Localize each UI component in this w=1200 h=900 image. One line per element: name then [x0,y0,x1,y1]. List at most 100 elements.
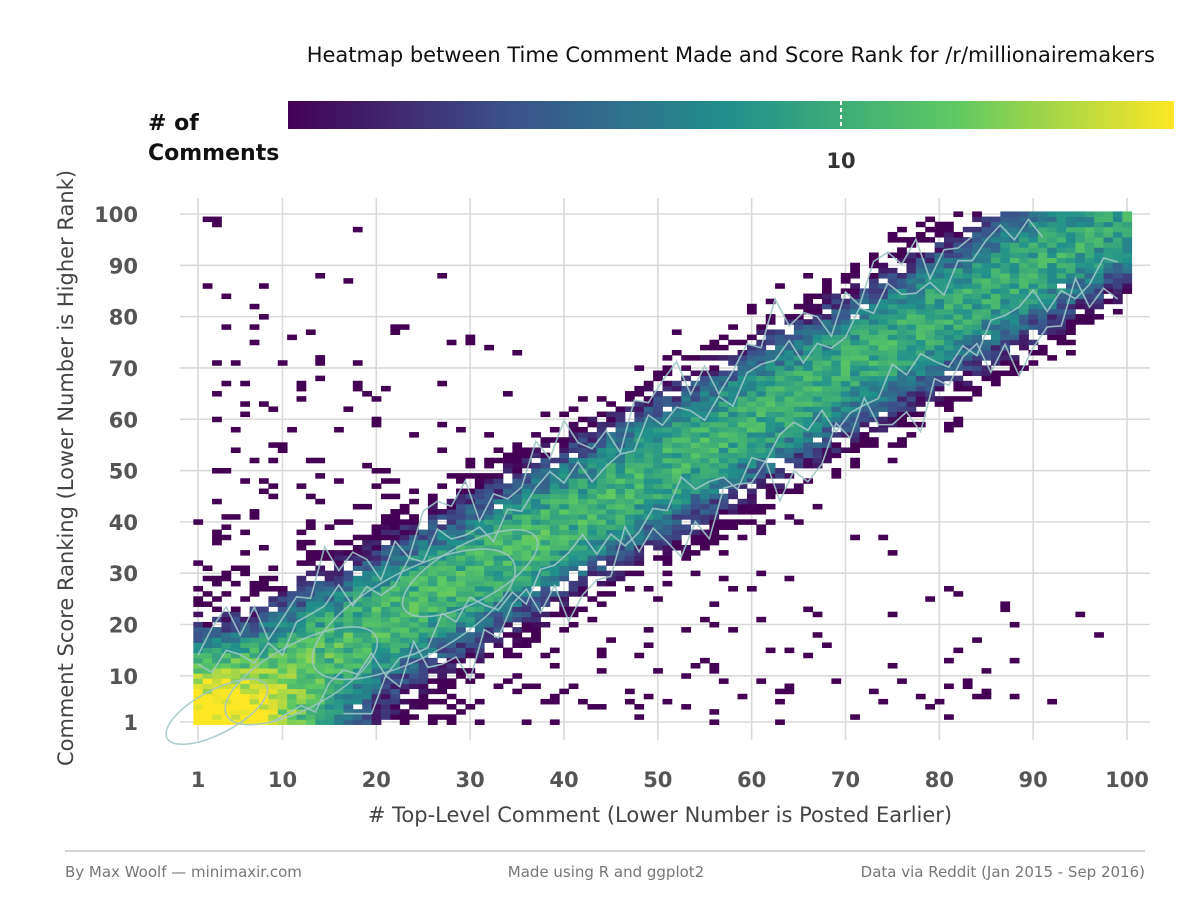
heatmap-cell [587,462,598,469]
heatmap-cell [230,673,241,679]
heatmap-cell [709,534,720,541]
heatmap-cell [775,698,785,705]
heatmap-cell [746,452,757,459]
heatmap-cell [212,719,222,725]
heatmap-cell [944,406,954,412]
heatmap-cell [700,509,710,515]
heatmap-cell [409,524,419,530]
heatmap-cell [812,349,823,356]
heatmap-cell [1009,288,1020,294]
heatmap-cell [371,580,382,587]
heatmap-cell [465,457,476,464]
heatmap-cell [1075,211,1086,217]
heatmap-cell [887,375,898,382]
heatmap-cell [1056,334,1067,341]
heatmap-cell [352,503,363,510]
heatmap-cell [812,334,823,341]
heatmap-cell [831,355,842,361]
heatmap-cell [681,473,692,479]
heatmap-cell [944,396,954,402]
heatmap-cell [296,642,307,648]
heatmap-cell [624,396,635,402]
heatmap-cell [596,647,607,654]
heatmap-cell [230,426,241,433]
heatmap-cell [399,575,410,582]
heatmap-cell [596,514,607,520]
heatmap-cell [718,534,729,541]
heatmap-cell [662,503,673,510]
heatmap-cell [249,611,260,618]
heatmap-cell [765,468,776,474]
heatmap-cell [446,678,457,684]
heatmap-cell [212,714,222,720]
heatmap-cell [456,580,466,587]
heatmap-cell [990,334,1001,341]
heatmap-cell [775,437,785,443]
heatmap-cell [1066,324,1076,330]
heatmap-cell [258,314,269,320]
heatmap-cell [1122,231,1133,238]
heatmap-cell [662,462,673,469]
heatmap-cell [409,601,419,607]
heatmap-cell [390,555,401,561]
heatmap-cell [700,406,710,412]
heatmap-cell [906,344,917,351]
heatmap-cell [549,575,560,582]
heatmap-cell [287,647,297,654]
heatmap-cell [1019,278,1029,284]
heatmap-cell [1009,693,1020,700]
heatmap-cell [446,519,457,525]
heatmap-cell [193,678,204,684]
heatmap-cell [718,334,729,341]
heatmap-cell [784,339,795,346]
heatmap-cell [418,652,429,659]
heatmap-cell [427,688,438,695]
heatmap-cell [990,355,1001,361]
heatmap-cell [868,288,879,294]
heatmap-cell [409,586,419,592]
heatmap-cell [258,714,269,720]
heatmap-cell [1112,247,1123,253]
heatmap-cell [1000,324,1011,330]
heatmap-cell [484,478,494,484]
heatmap-cell [202,591,213,597]
heatmap-cell [746,360,757,366]
heatmap-cell [390,683,401,690]
heatmap-cell [380,693,391,700]
heatmap-cell [549,524,560,530]
heatmap-cell [1000,370,1011,377]
heatmap-cell [709,601,720,607]
heatmap-cell [737,416,748,423]
heatmap-cell [371,534,382,541]
heatmap-cell [934,231,945,238]
heatmap-cell [775,360,785,366]
heatmap-cell [915,339,926,346]
heatmap-cell [850,365,860,371]
heatmap-cell [990,231,1001,238]
heatmap-cell [1009,360,1020,366]
heatmap-cell [1056,252,1067,259]
heatmap-cell [258,642,269,648]
heatmap-cell [1056,308,1067,315]
heatmap-cell [737,462,748,469]
heatmap-cell [456,524,466,530]
heatmap-cell [850,416,860,423]
heatmap-cell [728,411,738,418]
heatmap-cell [352,601,363,607]
heatmap-cell [230,637,241,643]
heatmap-cell [1000,237,1011,243]
heatmap-cell [868,426,879,433]
heatmap-cell [427,509,438,515]
heatmap-cell [521,555,532,561]
heatmap-cell [352,657,363,664]
heatmap-cell [803,606,814,613]
heatmap-cell [906,391,917,397]
heatmap-cell [878,370,889,377]
heatmap-cell [249,632,260,638]
heatmap-cell [709,493,720,500]
heatmap-cell [972,211,982,217]
heatmap-cell [540,560,551,566]
heatmap-cell [990,252,1001,259]
heatmap-cell [850,406,860,412]
